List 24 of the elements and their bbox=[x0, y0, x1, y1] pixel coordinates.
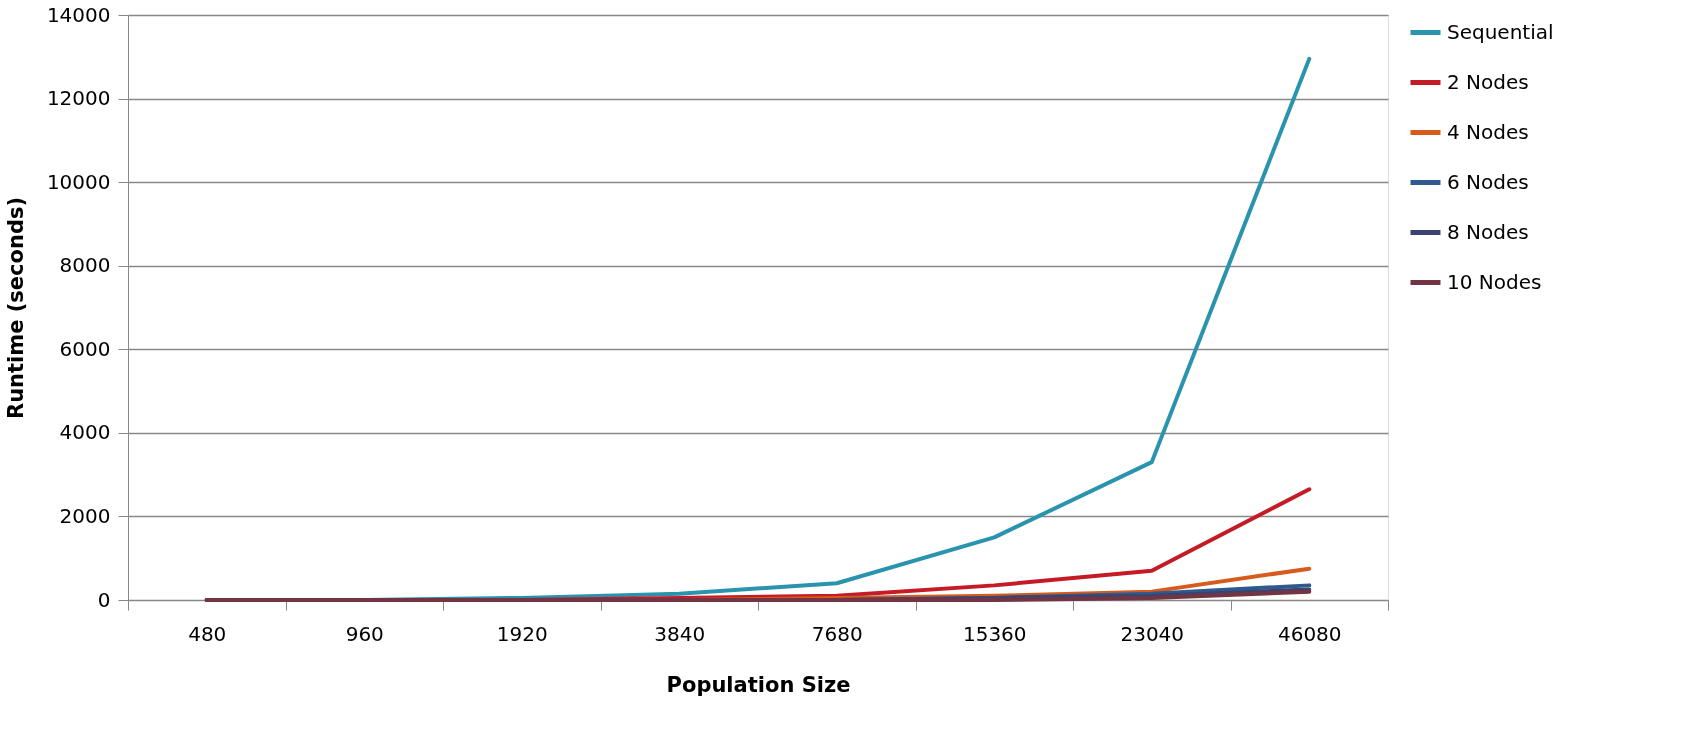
x-tick-label: 960 bbox=[345, 621, 384, 646]
x-tick-label: 23040 bbox=[1120, 621, 1185, 646]
y-tick-label: 2000 bbox=[59, 503, 111, 528]
y-tick-label: 14000 bbox=[46, 2, 111, 27]
legend-label: 10 Nodes bbox=[1447, 269, 1542, 294]
legend-label: 8 Nodes bbox=[1447, 219, 1529, 244]
legend-label: 2 Nodes bbox=[1447, 69, 1529, 94]
y-tick-label: 12000 bbox=[46, 86, 111, 111]
x-tick-label: 480 bbox=[188, 621, 227, 646]
y-tick-label: 0 bbox=[97, 587, 111, 612]
x-tick-label: 1920 bbox=[496, 621, 548, 646]
legend-label: Sequential bbox=[1447, 19, 1554, 44]
x-axis-title: Population Size bbox=[666, 672, 851, 697]
legend-label: 6 Nodes bbox=[1447, 169, 1529, 194]
x-tick-label: 3840 bbox=[654, 621, 706, 646]
y-tick-label: 8000 bbox=[59, 253, 111, 278]
x-tick-label: 15360 bbox=[962, 621, 1027, 646]
x-tick-label: 7680 bbox=[811, 621, 863, 646]
legend-label: 4 Nodes bbox=[1447, 119, 1529, 144]
x-tick-label: 46080 bbox=[1277, 621, 1342, 646]
y-axis-title: Runtime (seconds) bbox=[3, 196, 28, 420]
y-tick-label: 10000 bbox=[46, 169, 111, 194]
y-tick-label: 4000 bbox=[59, 420, 111, 445]
y-tick-label: 6000 bbox=[59, 336, 111, 361]
